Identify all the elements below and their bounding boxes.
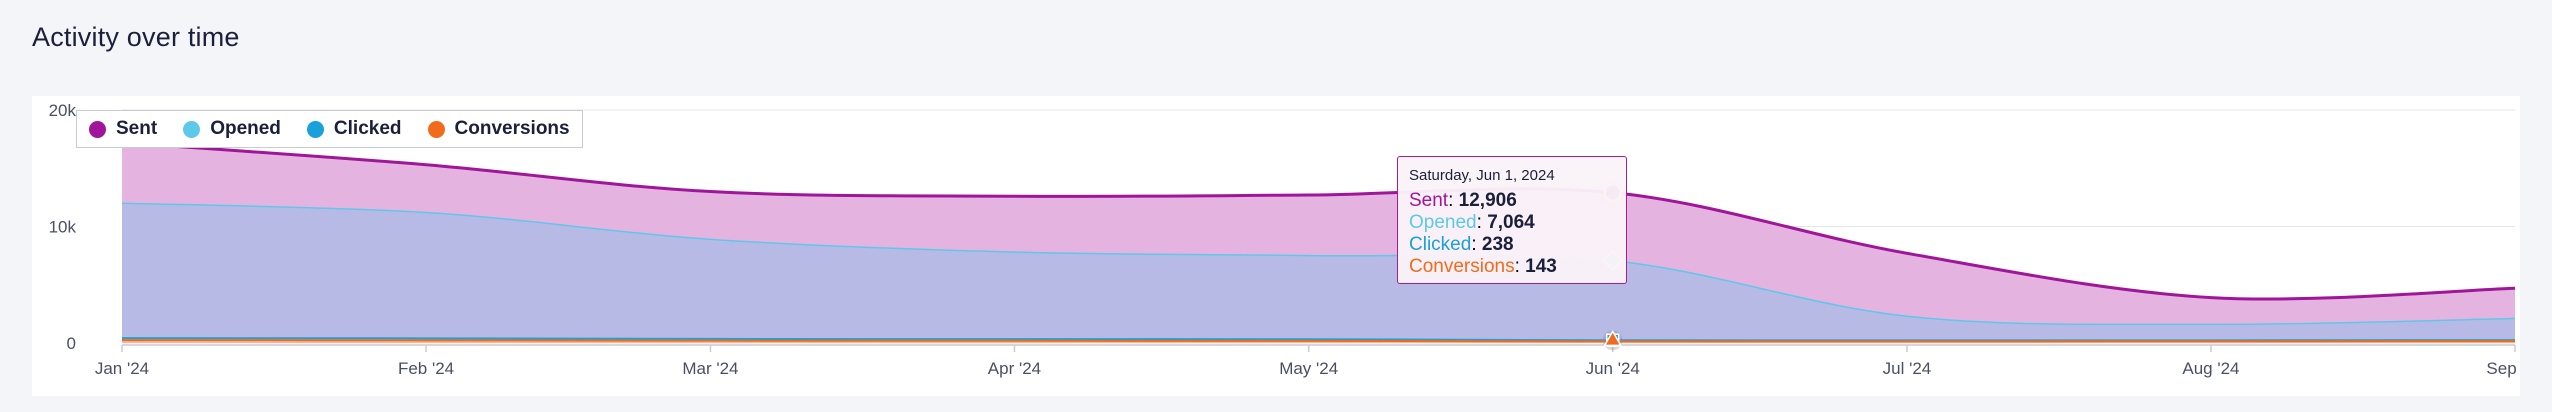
legend-item-conversions[interactable]: Conversions: [427, 118, 570, 140]
highlight-point-conversions: [1603, 329, 1623, 347]
x-tick-label-7: Aug '24: [2182, 359, 2239, 378]
line-sent: [121, 141, 2516, 301]
x-tick-label-6: Jul '24: [1883, 359, 1932, 378]
tooltip-row-conversions: Conversions: 143: [1409, 256, 1557, 277]
tooltip-label-conversions: Conversions: [1409, 256, 1515, 277]
x-tick-label-1: Feb '24: [398, 359, 454, 378]
legend-marker-opened: [183, 120, 201, 138]
chart-card: Jan '24 Feb '24 Mar '24 Apr '24 May '24 Jun '…: [32, 96, 2520, 396]
legend-marker-sent: [89, 120, 106, 138]
legend-label-sent: Sent: [116, 118, 158, 139]
line-conversions: [121, 339, 2516, 343]
y-tick-label-1: 10k: [49, 218, 77, 237]
legend-marker-clicked: [306, 120, 324, 138]
tooltip-label-clicked: Clicked: [1409, 234, 1472, 255]
legend-item-clicked[interactable]: Clicked: [306, 118, 402, 140]
y-tick-label-0: 0: [67, 334, 76, 353]
legend-item-opened[interactable]: Opened: [183, 118, 281, 140]
legend-label-opened: Opened: [210, 118, 281, 139]
tooltip-value-clicked: 238: [1481, 234, 1514, 255]
legend-label-clicked: Clicked: [333, 118, 402, 139]
area-opened: [122, 203, 2515, 343]
x-tick-label-2: Mar '24: [682, 359, 738, 378]
chart-tooltip: Saturday, Jun 1, 2024 Sent: 12,906 Opene…: [1397, 156, 1627, 284]
x-tick-label-5: Jun '24: [1586, 359, 1640, 378]
x-tick-label-4: May '24: [1279, 359, 1338, 378]
legend-item-sent[interactable]: Sent: [89, 118, 157, 140]
x-tick-label-8: Sep '24: [2486, 359, 2520, 378]
chart-legend: Sent Opened Clicked Conversions: [76, 110, 583, 148]
y-tick-label-2: 20k: [49, 101, 77, 120]
x-tick-label-0: Jan '24: [95, 359, 149, 378]
tooltip-value-sent: 12,906: [1458, 190, 1517, 211]
tooltip-value-conversions: 143: [1525, 256, 1557, 277]
activity-chart[interactable]: Jan '24 Feb '24 Mar '24 Apr '24 May '24 Jun '…: [32, 96, 2520, 396]
tooltip-row-opened: Opened: 7,064: [1409, 212, 1535, 233]
tooltip-date: Saturday, Jun 1, 2024: [1409, 167, 1555, 184]
tooltip-value-opened: 7,064: [1487, 212, 1535, 233]
legend-marker-conversions: [427, 120, 445, 138]
page-title: Activity over time: [32, 22, 240, 52]
tooltip-label-opened: Opened: [1409, 212, 1477, 233]
line-opened: [121, 202, 2516, 326]
tooltip-row-clicked: Clicked: 238: [1409, 234, 1514, 255]
x-tick-label-3: Apr '24: [988, 359, 1041, 378]
tooltip-row-sent: Sent: 12,906: [1409, 190, 1517, 211]
tooltip-label-sent: Sent: [1409, 190, 1449, 211]
legend-label-conversions: Conversions: [454, 118, 570, 139]
